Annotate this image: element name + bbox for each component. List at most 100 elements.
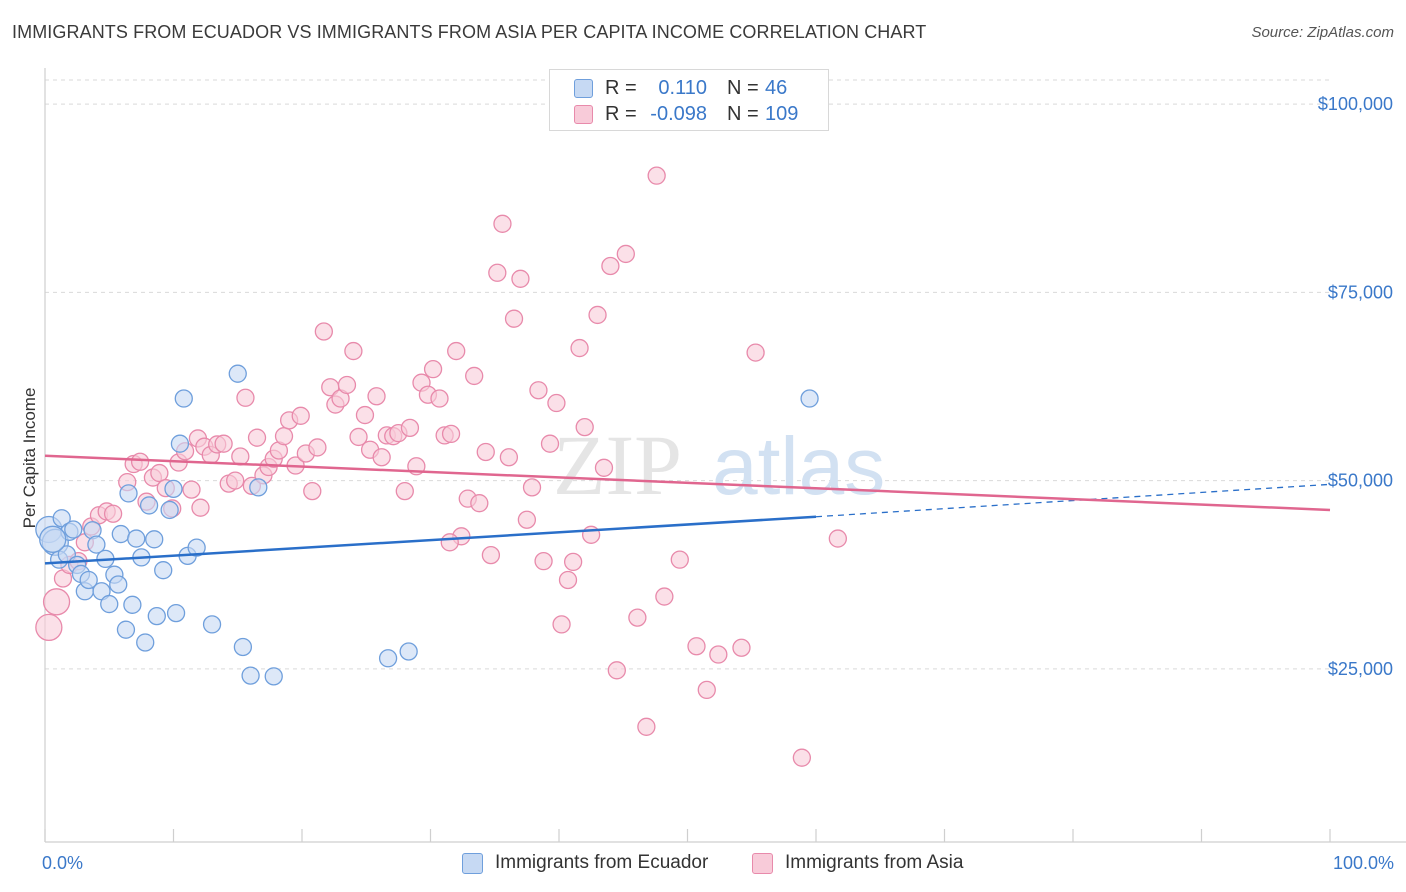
ecuador-point (164, 479, 183, 499)
legend-n-label: N = (727, 76, 759, 99)
asia-point (130, 452, 150, 471)
ecuador-point (139, 496, 159, 515)
axes (44, 68, 1406, 843)
asia-point (440, 533, 459, 552)
asia-point (607, 661, 626, 680)
asia-point (308, 438, 327, 457)
legend-row-asia: R = -0.098 N = 109 (574, 103, 798, 125)
ecuador-point (241, 666, 260, 685)
legend-r-value: -0.098 (650, 102, 707, 125)
ecuador-point (154, 561, 173, 580)
asia-point (103, 504, 123, 523)
bottom-label-ecuador: Immigrants from Ecuador (495, 852, 709, 873)
asia-point (247, 428, 267, 447)
asia-point (529, 381, 548, 400)
asia-point (687, 637, 706, 656)
asia-points (35, 166, 847, 767)
ecuador-point (228, 364, 247, 383)
ecuador-point (111, 524, 130, 544)
asia-point (441, 424, 461, 444)
x-tick-label-max: 100.0% (1333, 853, 1394, 873)
asia-point (447, 341, 466, 361)
asia-point (628, 608, 647, 627)
asia-point (647, 166, 666, 185)
asia-point (226, 471, 245, 490)
ecuador-point (174, 389, 193, 408)
y-tick-label: $50,000 (1328, 471, 1393, 491)
asia-point (423, 360, 443, 379)
x-tick-label-min: 0.0% (42, 853, 83, 873)
asia-point (709, 645, 728, 664)
asia-point (558, 570, 578, 590)
legend-n-label: N = (727, 102, 759, 125)
ecuador-point (399, 642, 418, 661)
correlation-legend: R = 0.110 N = 46 R = -0.098 N = 109 (549, 69, 829, 131)
asia-point (303, 481, 322, 501)
ecuador-point (39, 525, 67, 553)
asia-point (337, 375, 357, 395)
legend-r-label: R = (605, 76, 637, 99)
asia-point (746, 343, 765, 362)
ecuador-point (170, 434, 190, 453)
legend-n-value: 109 (765, 102, 799, 125)
asia-point (616, 244, 635, 264)
asia-point (637, 717, 656, 736)
asia-point (594, 458, 614, 477)
legend-row-ecuador: R = 0.110 N = 46 (574, 77, 787, 99)
asia-point (493, 214, 512, 233)
asia-point (344, 341, 363, 361)
asia-point (191, 498, 210, 517)
legend-r-label: R = (605, 102, 637, 125)
asia-point (35, 613, 63, 642)
source-credit: Source: ZipAtlas.com (1251, 24, 1394, 41)
asia-point (517, 510, 537, 529)
asia-point (476, 442, 495, 462)
asia-point (655, 587, 674, 606)
trend-lines (44, 454, 1331, 565)
ecuador-point (136, 633, 155, 652)
bottom-swatch-asia (752, 852, 773, 874)
asia-point (182, 480, 201, 499)
asia-point (504, 309, 524, 328)
asia-point (481, 545, 501, 565)
asia-point (214, 434, 233, 453)
asia-point (792, 748, 812, 767)
asia-point (150, 463, 169, 483)
asia-point (601, 256, 620, 276)
asia-point (522, 478, 542, 497)
asia-point (570, 338, 589, 358)
ecuador-point (233, 637, 253, 657)
ecuador-point (123, 595, 142, 614)
asia-point (828, 529, 847, 548)
asia-point (42, 588, 71, 616)
asia-point (670, 550, 689, 569)
asia-point (540, 434, 560, 453)
legend-swatch-ecuador (574, 78, 593, 98)
ecuador-point (87, 535, 106, 554)
ecuador-point (116, 620, 136, 639)
ecuador-point (160, 500, 179, 520)
bottom-legend-ecuador: Immigrants from Ecuador (462, 852, 708, 874)
ecuador-point (166, 603, 186, 623)
asia-point (465, 366, 484, 386)
bottom-swatch-ecuador (462, 852, 483, 874)
asia-point (395, 481, 414, 501)
asia-point (511, 269, 530, 288)
asia-point (291, 406, 310, 425)
legend-swatch-asia (574, 104, 593, 124)
ecuador-point (100, 594, 119, 614)
ecuador-trend-extension (815, 483, 1331, 518)
asia-point (236, 388, 255, 407)
chart-title: IMMIGRANTS FROM ECUADOR VS IMMIGRANTS FR… (12, 22, 927, 42)
ecuador-point (64, 520, 83, 539)
y-tick-labels: $25,000 $50,000 $75,000 $100,000 (1318, 94, 1393, 679)
asia-point (231, 447, 250, 466)
y-axis-label: Per Capita Income (20, 388, 39, 529)
bottom-label-asia: Immigrants from Asia (785, 852, 964, 873)
legend-n-value: 46 (765, 76, 788, 99)
asia-point (499, 448, 519, 467)
y-tick-label: $75,000 (1328, 282, 1393, 302)
ecuador-point (119, 484, 138, 503)
ecuador-point (145, 530, 164, 549)
asia-point (488, 263, 507, 282)
